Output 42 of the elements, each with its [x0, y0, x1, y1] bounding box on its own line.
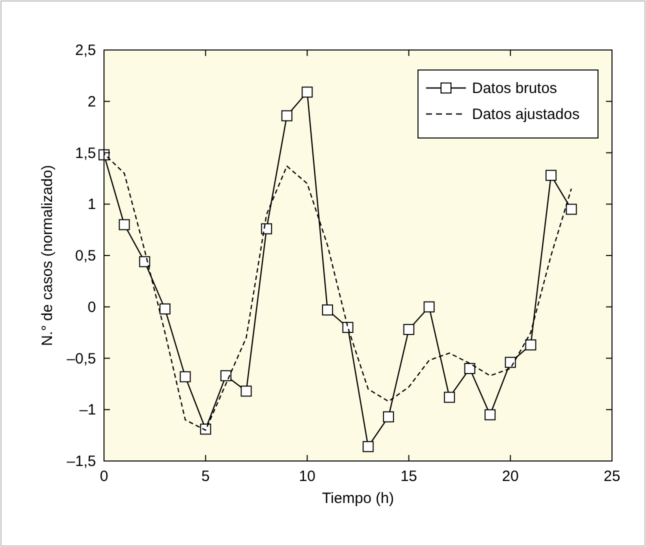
- point: [525, 339, 536, 350]
- point: [281, 110, 292, 122]
- x-axis-title: Tiempo (h): [322, 490, 394, 507]
- point: [139, 256, 150, 268]
- point: [546, 170, 557, 181]
- point: [261, 223, 272, 234]
- point: [444, 392, 455, 403]
- legend-label: Datos brutos: [472, 80, 558, 97]
- point: [240, 386, 252, 397]
- y-tick-label: –1,5: [66, 453, 96, 470]
- point: [322, 304, 334, 316]
- point: [302, 86, 313, 98]
- y-tick-label: –1: [79, 402, 96, 419]
- point: [342, 322, 354, 333]
- x-tick-label: 15: [400, 468, 418, 485]
- y-tick-label: 1: [88, 196, 96, 214]
- x-tick-label: 20: [502, 468, 519, 485]
- point: [403, 324, 414, 335]
- y-tick-label: 0: [88, 298, 96, 316]
- x-tick-label: 5: [201, 468, 210, 485]
- point: [180, 371, 191, 382]
- point: [200, 424, 212, 435]
- point: [504, 356, 516, 368]
- point: [220, 370, 232, 382]
- y-tick-label: 2: [88, 93, 96, 110]
- point: [566, 204, 577, 215]
- y-tick-label: 0,5: [75, 248, 96, 264]
- x-tick-label: 25: [604, 468, 620, 485]
- point: [118, 219, 130, 230]
- point: [464, 363, 476, 374]
- point: [382, 411, 394, 422]
- x-tick-label: 0: [100, 468, 108, 485]
- point: [159, 303, 170, 314]
- point: [424, 301, 435, 312]
- y-axis-title: N.° de casos (normalizado): [39, 164, 56, 346]
- y-tick-label: 2,5: [75, 42, 96, 59]
- y-tick-label: –0,5: [66, 350, 96, 368]
- x-tick-label: 10: [298, 468, 316, 485]
- legend-label: Datos ajustados: [472, 106, 580, 123]
- point: [362, 441, 374, 452]
- y-tick-label: 1,5: [75, 144, 96, 162]
- point: [484, 409, 496, 420]
